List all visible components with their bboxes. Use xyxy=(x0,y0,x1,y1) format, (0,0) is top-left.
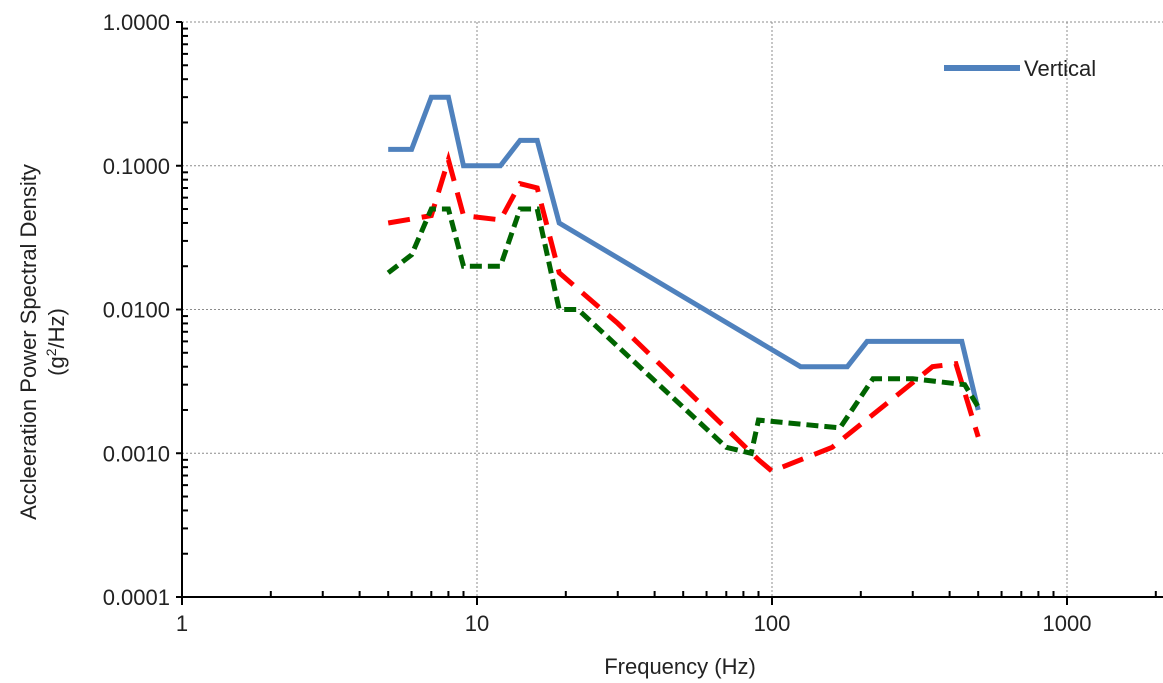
y-units-base: (g xyxy=(44,356,69,376)
y-tick-label: 0.1000 xyxy=(103,154,170,179)
legend-label-vertical: Vertical xyxy=(1024,56,1096,81)
series-line-0 xyxy=(388,94,981,411)
series-line-2 xyxy=(386,206,981,457)
series-line-1 xyxy=(387,150,981,475)
y-axis-title: Accleeration Power Spectral Density xyxy=(16,164,41,520)
y-tick-label: 0.0100 xyxy=(103,298,170,323)
legend: Vertical xyxy=(944,56,1096,81)
x-tick-label: 1000 xyxy=(1043,611,1092,636)
y-tick-label: 1.0000 xyxy=(103,10,170,35)
x-tick-label: 100 xyxy=(754,611,791,636)
y-units-superscript: 2 xyxy=(43,348,59,356)
x-axis-title: Frequency (Hz) xyxy=(604,654,756,679)
axes xyxy=(176,21,1163,605)
y-tick-label: 0.0001 xyxy=(103,585,170,610)
x-tick-label: 1 xyxy=(176,611,188,636)
y-axis-units: (g2/Hz) xyxy=(43,308,69,376)
y-tick-label: 0.0010 xyxy=(103,441,170,466)
data-series xyxy=(386,94,981,475)
tick-labels: 0.0001 0.0010 0.0100 0.1000 1.0000 1 10 100 1000 xyxy=(103,10,1092,636)
x-tick-label: 10 xyxy=(465,611,489,636)
grid-lines xyxy=(182,21,1163,597)
y-units-rest: /Hz) xyxy=(44,308,69,348)
minor-ticks xyxy=(182,27,1157,597)
